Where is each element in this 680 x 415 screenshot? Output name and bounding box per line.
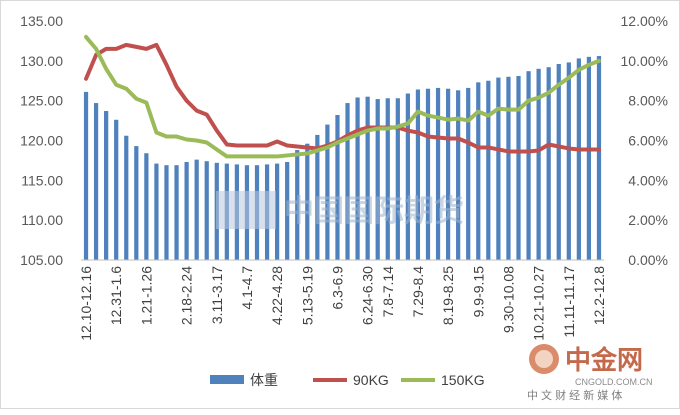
watermark-text: 中国国际期货 [284, 194, 464, 228]
bar-11.11-11.17 [566, 62, 571, 261]
line-series-group [84, 34, 601, 159]
bar-11.18-11.24 [576, 58, 581, 260]
y-right-tick-label: 8.00% [628, 93, 668, 109]
bar-12.31-1.6 [114, 119, 119, 260]
bar-11.4-11.10 [556, 64, 561, 260]
bar-6.24-6.30 [365, 96, 370, 261]
bar-8.19-8.25 [445, 88, 451, 260]
watermark: 中国国际期货 [216, 191, 464, 229]
bar-12.10-12.16 [83, 91, 89, 261]
legend: 体重 90KG 150KG [210, 372, 485, 388]
y-left-tick-label: 135.00 [20, 13, 63, 29]
x-tick-label: 8.19-8.25 [440, 266, 456, 325]
bar-12.2-12.8 [596, 56, 602, 260]
y-right-tick-label: 4.00% [628, 172, 668, 188]
logo-brand: 中金网 [565, 345, 643, 375]
bar-6.3-6.9 [335, 115, 340, 260]
bar-1.14-1.20 [134, 146, 139, 260]
y-axis-right: 0.00% 2.00% 4.00% 6.00% 8.00% 10.00% 12.00% [621, 13, 668, 268]
y-right-tick-label: 6.00% [628, 133, 668, 149]
bar-9.23-9.29 [496, 77, 501, 260]
bar-8.5-8.11 [425, 88, 431, 260]
bar-5.20-5.26 [315, 134, 320, 260]
x-tick-label: 5.13-5.19 [299, 266, 315, 325]
bar-9.30-10.08 [506, 76, 511, 261]
x-tick-label: 9.30-10.08 [500, 266, 516, 333]
x-tick-label: 3.11-3.17 [209, 266, 225, 324]
y-left-tick-label: 115.00 [21, 172, 63, 188]
bar-1.27-2.2 [154, 163, 159, 260]
legend-label-weight: 体重 [250, 372, 278, 388]
bar-4.29-5.5 [285, 162, 290, 260]
bar-12.24-12.30 [104, 111, 109, 261]
bar-3.4-3.10 [204, 161, 209, 260]
y-right-tick-label: 10.00% [621, 53, 668, 69]
bar-9.16-9.22 [486, 80, 491, 260]
x-tick-label: 7.29-8.4 [410, 266, 426, 318]
logo-slogan: 中 文 财 经 新 媒 体 [527, 388, 622, 402]
bar-2.3-2.9 [164, 165, 169, 260]
bar-10.28-11.3 [546, 67, 551, 261]
bar-6.17-6.23 [355, 97, 360, 260]
bar-5.13-5.19 [305, 143, 310, 260]
bar-9.9-9.15 [476, 82, 481, 260]
bar-10.14-10.20 [526, 71, 531, 260]
bar-7.1-7.7 [375, 99, 380, 260]
x-tick-label: 4.1-4.7 [239, 266, 255, 310]
y-left-tick-label: 125.00 [20, 93, 63, 109]
x-tick-label: 1.21-1.26 [138, 266, 154, 325]
bar-7.8-7.14 [385, 98, 390, 260]
y-left-tick-label: 110.00 [21, 212, 63, 228]
x-tick-label: 4.22-4.28 [269, 266, 285, 325]
bar-5.6-5.12 [295, 150, 300, 260]
y-left-tick-label: 130.00 [20, 53, 63, 69]
bar-4.22-4.28 [275, 163, 280, 260]
x-tick-label: 9.9-9.15 [470, 266, 486, 318]
logo-mark-inner [535, 350, 553, 368]
logo-url: CNGOLD.COM.CN [575, 377, 653, 387]
y-left-tick-label: 120.00 [20, 133, 63, 149]
bar-2.25-3.3 [194, 159, 199, 260]
legend-label-90kg: 90KG [353, 372, 389, 388]
bar-9.2-9.8 [466, 87, 471, 260]
bar-7.29-8.4 [415, 89, 421, 260]
bar-series-weight [83, 56, 602, 261]
x-tick-label: 11.11-11.17 [561, 266, 577, 338]
bar-10.21-10.27 [536, 68, 541, 260]
x-tick-label: 7.8-7.14 [380, 266, 396, 318]
bar-1.7-1.13 [124, 135, 129, 260]
bar-7.22-7.28 [405, 93, 410, 260]
x-tick-label: 12.10-12.16 [78, 266, 94, 341]
x-tick-label: 2.18-2.24 [179, 266, 195, 325]
y-right-tick-label: 12.00% [621, 13, 668, 29]
bar-1.21-1.26 [144, 153, 149, 260]
y-right-tick-label: 0.00% [628, 252, 668, 268]
y-axis-left: 105.00 110.00 115.00 120.00 125.00 130.00 135.… [20, 13, 63, 268]
x-tick-label: 12.31-1.6 [108, 266, 124, 325]
bar-8.12-8.18 [435, 87, 441, 260]
y-left-tick-label: 105.00 [20, 252, 63, 268]
bar-11.25-12.1 [586, 56, 592, 260]
x-tick-label: 10.21-10.27 [531, 266, 547, 341]
bar-8.26-9.1 [456, 90, 461, 260]
bar-7.15-7.21 [395, 98, 400, 260]
bar-12.17-12.23 [93, 103, 99, 260]
line-150KG [84, 34, 601, 159]
legend-swatch-bar [210, 375, 244, 384]
bar-2.18-2.24 [184, 162, 189, 260]
legend-label-150kg: 150KG [441, 372, 485, 388]
y-right-tick-label: 2.00% [628, 212, 668, 228]
bar-10.9-10.13 [516, 75, 521, 260]
x-tick-label: 6.3-6.9 [329, 266, 345, 310]
x-tick-label: 6.24-6.30 [360, 266, 376, 325]
watermark-logo-box [216, 191, 276, 229]
bar-5.27-6.2 [325, 124, 330, 260]
bar-6.10-6.16 [345, 103, 350, 260]
cngold-logo: 中金网 CNGOLD.COM.CN 中 文 财 经 新 媒 体 [527, 344, 653, 402]
x-axis-ticks: 12.10-12.16 12.31-1.6 1.21-1.26 2.18-2.24 3.… [78, 266, 607, 341]
bar-2.10-2.17 [174, 165, 179, 260]
x-tick-label: 12.2-12.8 [591, 266, 607, 325]
